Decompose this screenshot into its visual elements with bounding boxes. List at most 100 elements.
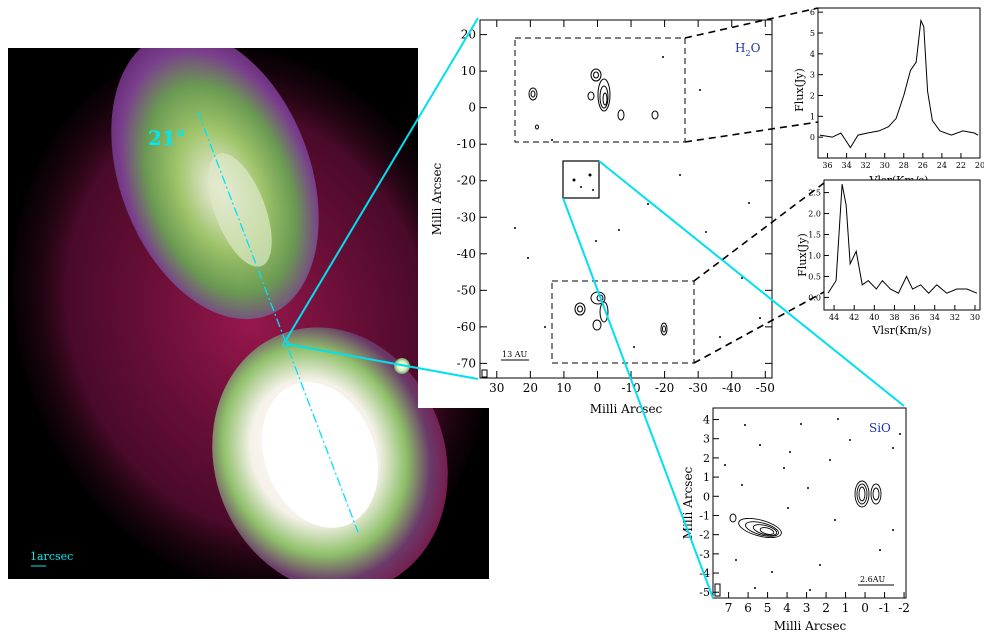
sio-y-tick-label: 3 — [703, 433, 710, 446]
sio-species-label: SiO — [869, 421, 891, 435]
sio-y-tick-label: -5 — [699, 586, 710, 599]
spec-top-x-tick-label: 34 — [841, 161, 851, 170]
sio-y-tick-label: -2 — [699, 529, 710, 542]
spec-bot-x-tick-label: 40 — [869, 313, 879, 322]
water-y-tick-label: 0 — [468, 101, 476, 115]
connector-upper-box-top — [684, 7, 819, 39]
sio-noise-speckles — [724, 418, 901, 591]
spec-top-y-tick-label: 5 — [810, 29, 815, 38]
symmetry-axis — [197, 111, 359, 533]
spec-top-x-tick-label: 22 — [956, 161, 966, 170]
sio-x-tick-label: 0 — [861, 601, 869, 615]
sio-x-tick-label: 1 — [842, 601, 850, 615]
spec-top-x-tick-label: 20 — [975, 161, 984, 170]
connector-to-sio-bottom — [562, 197, 714, 599]
sio-y-tick-label: -1 — [699, 509, 710, 522]
water-y-tick-label: -50 — [457, 283, 476, 297]
water-x-tick-label: 30 — [489, 381, 504, 395]
water-scale-label: 13 AU — [502, 350, 528, 359]
sio-map-xlabel: Milli Arcsec — [774, 619, 847, 633]
water-x-tick-label: 0 — [594, 381, 602, 395]
spec-bot-y-tick-label: 1.5 — [808, 231, 821, 240]
sio-x-tick-label: 2 — [822, 601, 830, 615]
water-map-frame — [479, 19, 773, 379]
lower-maser-contours — [574, 291, 668, 336]
spec-top-x-tick-label: 24 — [937, 161, 947, 170]
spec-bot-y-tick-label: 2.5 — [808, 189, 821, 198]
connector-lower-box-bottom — [693, 291, 825, 364]
sio-x-tick-label: 5 — [764, 601, 772, 615]
water-y-tick-label: -40 — [457, 247, 476, 261]
water-y-tick-label: 10 — [461, 64, 476, 78]
connector-lower-box-top — [693, 182, 825, 282]
sio-region-box — [562, 160, 600, 199]
water-x-tick-label: 10 — [556, 381, 571, 395]
spec-top-y-tick-label: 2 — [810, 92, 815, 101]
water-x-tick-label: -40 — [722, 381, 741, 395]
spectrum-top-ylabel: Flux(Jy) — [793, 68, 806, 112]
nebula-image: 21° 1arcsec — [8, 48, 489, 579]
sio-map-frame — [712, 407, 907, 599]
spectrum-bottom-panel: 44 42 40 38 36 34 32 302.52.01.51.00.50.0 Vlsr(… — [796, 179, 981, 337]
sio-y-tick-label: 2 — [703, 452, 710, 465]
spectrum-top-frame — [817, 7, 981, 159]
nebula-scale-label: 1arcsec — [30, 550, 73, 563]
spectrum-bottom-line — [827, 184, 978, 294]
water-x-tick-label: -50 — [756, 381, 775, 395]
spectrum-bottom-ylabel: Flux(Jy) — [796, 233, 809, 277]
spectrum-connectors — [684, 7, 825, 364]
connector-to-water-top — [285, 17, 479, 341]
upper-cluster-box — [514, 37, 686, 143]
spec-bot-y-tick-label: 2.0 — [808, 210, 821, 219]
water-beam — [481, 369, 488, 378]
spec-top-y-tick-label: 6 — [810, 8, 815, 17]
angle-label: 21° — [148, 126, 186, 150]
water-x-tick-label: 20 — [523, 381, 538, 395]
spec-bot-x-tick-label: 42 — [849, 313, 859, 322]
spec-bot-y-tick-label: 0.5 — [808, 272, 821, 281]
sio-scale-label: 2.6AU — [860, 575, 886, 584]
water-x-tick-label: -30 — [688, 381, 707, 395]
spec-bot-x-tick-label: 32 — [950, 313, 960, 322]
water-y-tick-label: -60 — [457, 320, 476, 334]
spec-top-x-tick-label: 28 — [899, 161, 909, 170]
sio-x-tick-label: 7 — [725, 601, 733, 615]
sio-beam — [714, 583, 721, 597]
spec-top-x-tick-label: 26 — [918, 161, 928, 170]
sio-y-tick-label: 4 — [703, 414, 710, 427]
water-map-xlabel: Milli Arcsec — [590, 402, 663, 416]
lower-cluster-box — [551, 280, 695, 364]
water-x-tick-label: -20 — [655, 381, 674, 395]
spec-top-y-tick-label: 0 — [810, 133, 815, 142]
sio-y-tick-label: -3 — [699, 548, 710, 561]
sio-map-ylabel: Milli Arcsec — [681, 466, 695, 539]
connector-to-water-bottom — [285, 343, 479, 380]
sio-east-contours — [729, 513, 782, 539]
sio-y-tick-label: 1 — [703, 471, 710, 484]
sio-x-tick-label: -1 — [879, 601, 891, 615]
sio-y-tick-label: 0 — [703, 490, 710, 503]
spec-top-x-tick-label: 30 — [880, 161, 890, 170]
spec-top-y-tick-label: 1 — [810, 112, 815, 121]
water-map-ylabel: Milli Arcsec — [430, 162, 444, 235]
spectrum-bottom-ticks: 44 42 40 38 36 34 32 302.52.01.51.00.50.0 — [808, 189, 980, 322]
spectrum-bottom-xlabel: Vlsr(Km/s) — [872, 324, 932, 337]
sio-x-tick-label: 3 — [803, 601, 811, 615]
water-map-ticks — [480, 20, 772, 378]
spec-bot-x-tick-label: 44 — [829, 313, 839, 322]
water-species-label: H2O — [735, 41, 761, 58]
connector-to-sio-top — [598, 160, 905, 407]
spectrum-top-line — [819, 18, 979, 149]
water-x-tick-label: -10 — [621, 381, 640, 395]
spec-bot-y-tick-label: 1.0 — [808, 251, 821, 260]
sio-x-tick-label: -2 — [898, 601, 910, 615]
spec-bot-x-tick-label: 30 — [970, 313, 980, 322]
water-y-tick-label: -10 — [457, 137, 476, 151]
spec-bot-x-tick-label: 38 — [889, 313, 899, 322]
water-y-tick-label: -30 — [457, 210, 476, 224]
connector-upper-box-bottom — [684, 121, 819, 143]
